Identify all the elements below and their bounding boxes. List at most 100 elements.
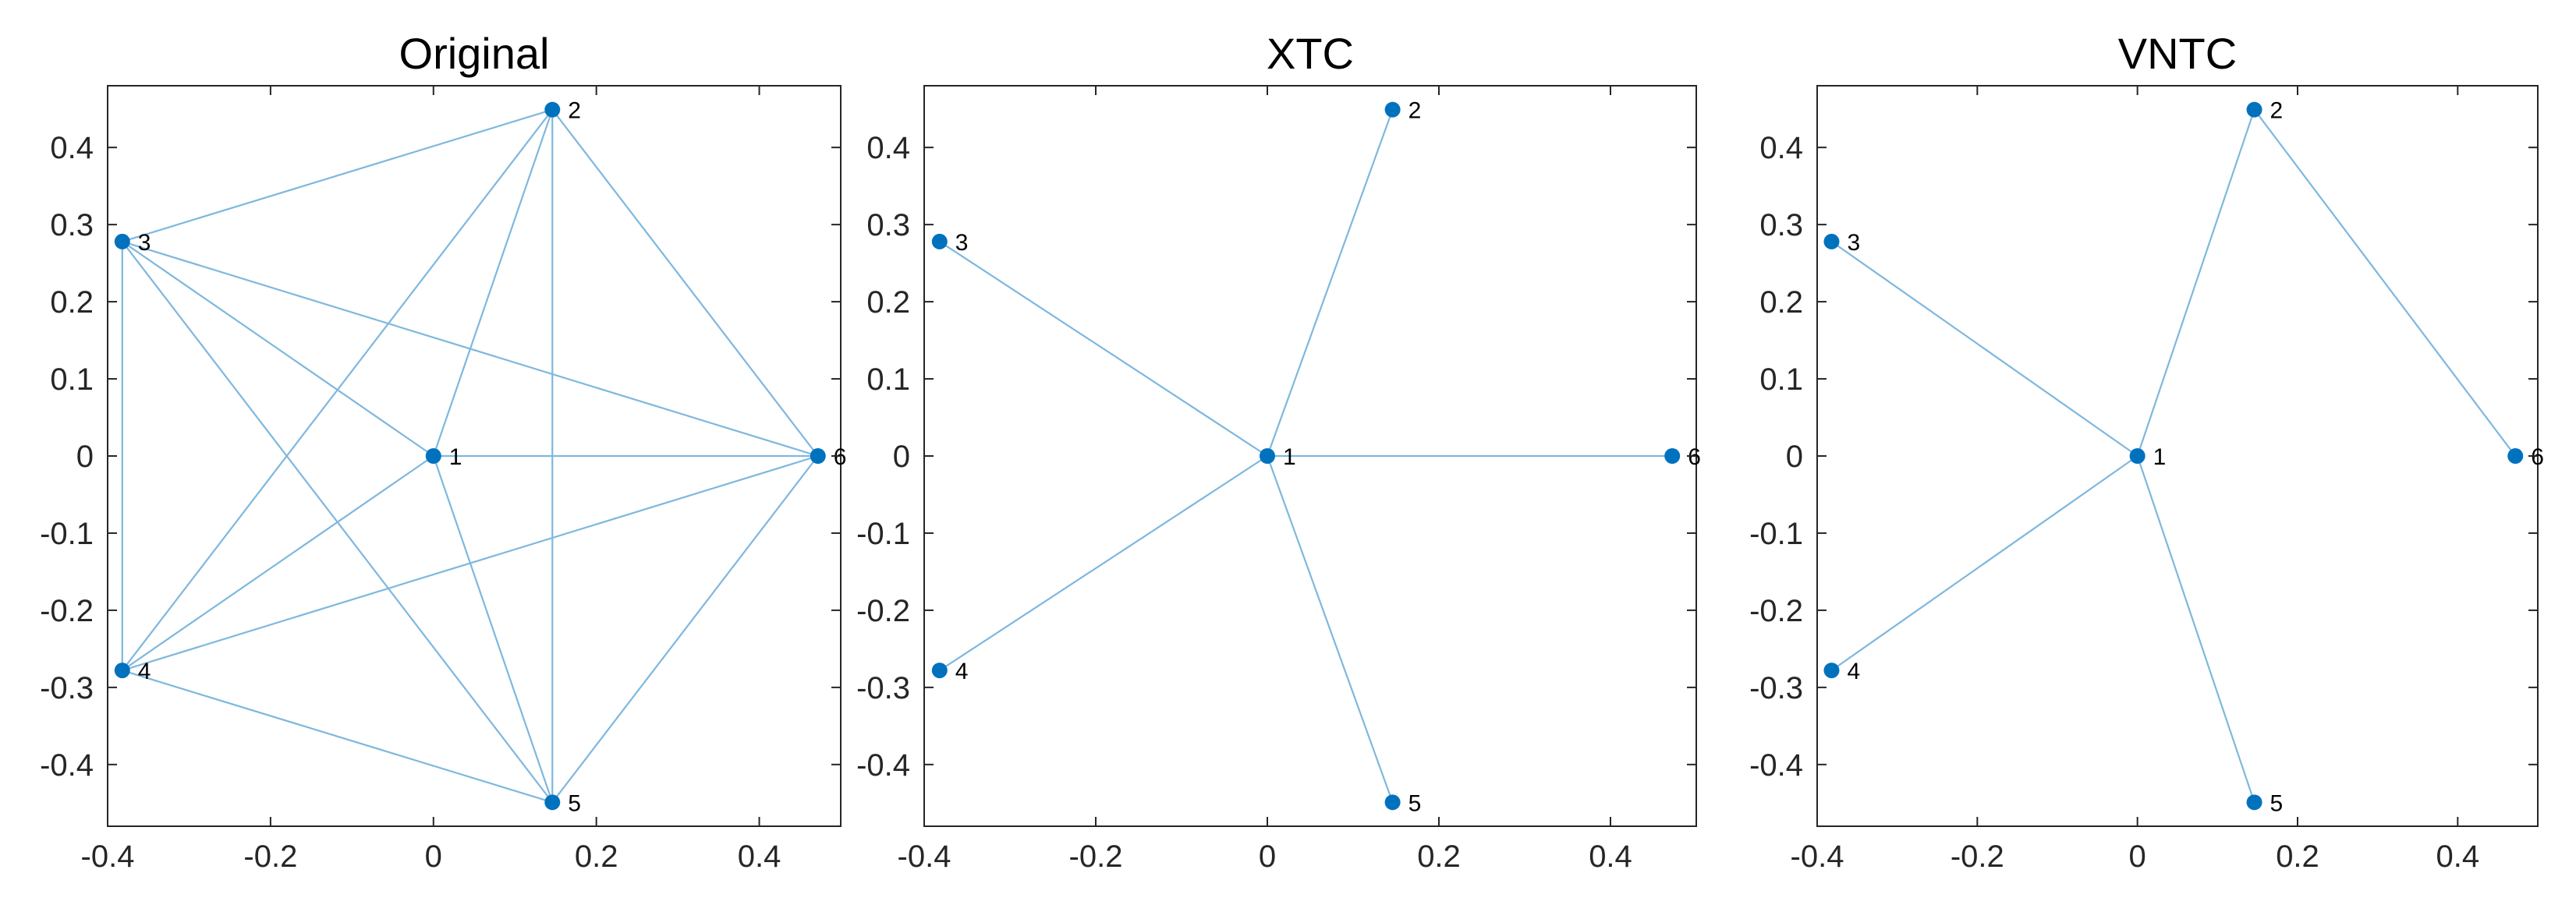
node-1 bbox=[2129, 448, 2145, 464]
x-tick-label: 0 bbox=[2129, 839, 2146, 874]
tick-group: -0.4 -0.2 0 0.2 0.4 0.4 0.3 0.2 0.1 0 -0.1 -0.2 -0.3… bbox=[40, 86, 841, 874]
edge-1-5 bbox=[2136, 455, 2255, 803]
edge-1-2 bbox=[432, 109, 554, 457]
y-tick-label: -0.3 bbox=[1749, 671, 1803, 705]
node-3 bbox=[931, 233, 948, 249]
node-label-3: 3 bbox=[138, 230, 151, 256]
y-tick-label: -0.3 bbox=[40, 671, 94, 705]
panel-title: XTC bbox=[1267, 29, 1354, 78]
edge-3-6 bbox=[122, 240, 819, 458]
x-tick-label: 0.2 bbox=[575, 839, 618, 874]
x-tick-label: -0.2 bbox=[1069, 839, 1123, 874]
y-tick-label: 0.4 bbox=[1759, 131, 1803, 165]
y-tick-label: 0.3 bbox=[50, 208, 94, 242]
x-tick-label: -0.4 bbox=[81, 839, 135, 874]
edge-group bbox=[1830, 109, 2517, 803]
node-1 bbox=[425, 448, 441, 464]
node-2 bbox=[1384, 101, 1401, 118]
x-tick-label: -0.2 bbox=[1951, 839, 2004, 874]
y-tick-label: 0.4 bbox=[50, 131, 94, 165]
edge-3-5 bbox=[121, 241, 554, 803]
node-label-5: 5 bbox=[568, 790, 581, 816]
edge-1-3 bbox=[122, 240, 434, 457]
node-4 bbox=[931, 663, 948, 679]
x-tick-label: -0.4 bbox=[1791, 839, 1844, 874]
x-tick-label: -0.4 bbox=[898, 839, 951, 874]
edge-group bbox=[121, 108, 819, 804]
node-label-4: 4 bbox=[138, 659, 151, 684]
y-tick-label: 0 bbox=[76, 440, 94, 474]
node-group: 1 2 3 4 5 6 bbox=[1823, 98, 2544, 816]
y-tick-label: 0.1 bbox=[1759, 362, 1803, 397]
y-tick-label: -0.1 bbox=[40, 517, 94, 551]
x-tick-label: 0.4 bbox=[738, 839, 781, 874]
node-label-2: 2 bbox=[1408, 98, 1422, 124]
node-label-6: 6 bbox=[1688, 444, 1701, 470]
y-tick-label: -0.1 bbox=[856, 517, 910, 551]
edge-5-6 bbox=[551, 455, 819, 803]
edge-1-3 bbox=[1830, 240, 2138, 457]
y-tick-label: -0.4 bbox=[40, 748, 94, 783]
node-label-6: 6 bbox=[2531, 444, 2544, 470]
node-3 bbox=[1823, 233, 1840, 249]
node-label-1: 1 bbox=[449, 444, 462, 470]
node-5 bbox=[2246, 794, 2262, 811]
x-tick-label: 0.2 bbox=[2276, 839, 2319, 874]
node-4 bbox=[114, 663, 130, 679]
x-tick-label: -0.2 bbox=[243, 839, 297, 874]
y-tick-label: 0.3 bbox=[866, 208, 910, 242]
node-label-2: 2 bbox=[2270, 98, 2284, 124]
y-tick-label: 0.4 bbox=[866, 131, 910, 165]
edge-2-3 bbox=[122, 108, 553, 242]
node-label-6: 6 bbox=[834, 444, 847, 470]
node-2 bbox=[544, 101, 561, 118]
node-group: 1 2 3 4 5 6 bbox=[114, 98, 847, 816]
node-label-4: 4 bbox=[1847, 659, 1860, 684]
y-tick-label: -0.4 bbox=[856, 748, 910, 783]
x-tick-label: 0.4 bbox=[2436, 839, 2480, 874]
y-tick-label: -0.4 bbox=[1749, 748, 1803, 783]
panel-title: Original bbox=[399, 29, 550, 78]
node-1 bbox=[1260, 448, 1275, 464]
y-tick-label: 0.1 bbox=[50, 362, 94, 397]
node-label-3: 3 bbox=[1847, 230, 1860, 256]
node-5 bbox=[544, 794, 561, 811]
x-tick-label: 0.2 bbox=[1417, 839, 1461, 874]
y-tick-label: -0.2 bbox=[856, 594, 910, 628]
edge-1-4 bbox=[939, 455, 1268, 672]
edge-4-6 bbox=[122, 454, 819, 672]
node-4 bbox=[1823, 663, 1840, 679]
y-tick-label: 0 bbox=[1786, 440, 1803, 474]
node-label-5: 5 bbox=[1408, 790, 1422, 816]
y-tick-label: 0.2 bbox=[866, 285, 910, 320]
y-tick-label: 0 bbox=[893, 440, 910, 474]
edge-1-5 bbox=[432, 455, 554, 803]
edge-group bbox=[939, 109, 1673, 803]
y-tick-label: 0.3 bbox=[1759, 208, 1803, 242]
node-5 bbox=[1384, 794, 1401, 811]
node-label-1: 1 bbox=[2153, 444, 2167, 470]
node-label-4: 4 bbox=[955, 659, 969, 684]
panel-original: Original 1 2 3 4 5 6 -0.4 -0.2 0 0.2 0.4 0.4 0.3 0.2… bbox=[40, 29, 846, 874]
y-tick-label: -0.1 bbox=[1749, 517, 1803, 551]
edge-1-2 bbox=[1266, 109, 1394, 457]
node-6 bbox=[2507, 448, 2524, 464]
x-tick-label: 0 bbox=[1259, 839, 1276, 874]
edge-2-4 bbox=[121, 109, 554, 671]
node-label-5: 5 bbox=[2270, 790, 2284, 816]
axes-box bbox=[1816, 85, 2539, 827]
edge-1-4 bbox=[1830, 455, 2138, 672]
node-label-3: 3 bbox=[955, 230, 969, 256]
panel-title: VNTC bbox=[2118, 29, 2237, 78]
node-label-2: 2 bbox=[568, 98, 581, 124]
panel-vntc: VNTC 1 2 3 4 5 6 -0.4 -0.2 0 0.2 0.4 0.4 0.3 0.2 0.1 0… bbox=[1749, 29, 2544, 874]
node-3 bbox=[114, 233, 130, 249]
edge-2-6 bbox=[551, 109, 819, 457]
x-tick-label: 0 bbox=[425, 839, 442, 874]
y-tick-label: 0.2 bbox=[50, 285, 94, 320]
edge-1-3 bbox=[939, 240, 1268, 457]
edge-1-2 bbox=[2136, 109, 2255, 457]
tick-group: -0.4 -0.2 0 0.2 0.4 0.4 0.3 0.2 0.1 0 -0.1 -0.2 -0.3… bbox=[856, 86, 1696, 874]
